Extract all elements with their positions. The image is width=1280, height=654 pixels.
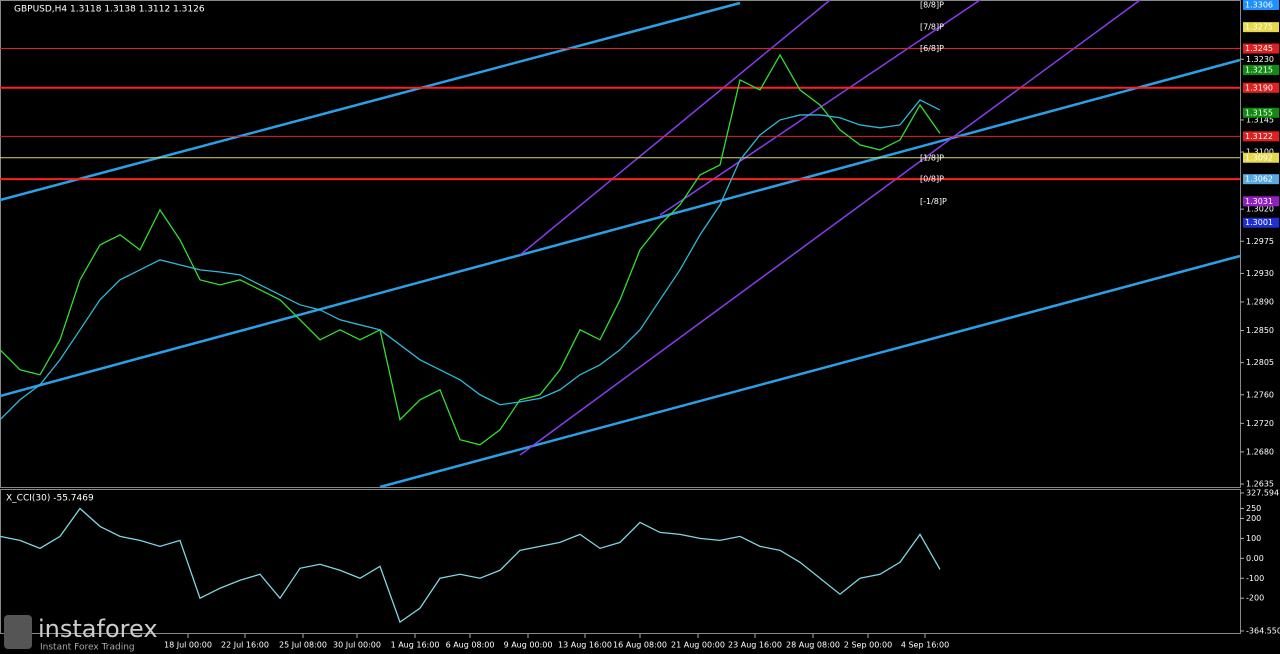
level-box — [1243, 152, 1279, 163]
level-box — [1243, 107, 1279, 118]
level-label: 1.3122 — [1245, 132, 1273, 141]
level-tag: [7/8]P — [920, 23, 944, 32]
y-tick-label: 0.00 — [1246, 554, 1264, 563]
x-tick-label: 22 Jul 16:00 — [221, 641, 269, 650]
main-frame — [0, 0, 1241, 488]
level-box — [1243, 43, 1279, 54]
channel-line — [519, 0, 831, 256]
level-label: 1.3275 — [1245, 23, 1273, 32]
level-label: 1.3245 — [1245, 44, 1273, 53]
channel-line — [519, 0, 1141, 456]
y-tick-label: 1.3230 — [1246, 55, 1274, 64]
level-tag: [1/8]P — [920, 153, 944, 162]
price-line — [0, 99, 941, 421]
y-tick-label: 1.3145 — [1246, 115, 1274, 124]
x-tick-label: 6 Aug 08:00 — [446, 641, 495, 650]
x-tick-label: 21 Aug 00:00 — [671, 641, 725, 650]
level-box — [1243, 217, 1279, 228]
trend-line — [379, 254, 1241, 489]
x-tick-label: 2 Sep 00:00 — [844, 641, 892, 650]
logo-brand: instaforex — [38, 615, 158, 643]
y-tick-label: 1.2680 — [1246, 447, 1274, 456]
x-tick-label: 30 Jul 00:00 — [333, 641, 381, 650]
y-tick-label: 1.2720 — [1246, 419, 1274, 428]
x-tick-label: 23 Aug 16:00 — [728, 641, 782, 650]
x-tick-label: 4 Sep 16:00 — [901, 641, 949, 650]
level-box — [1243, 0, 1279, 10]
y-tick-label: 327.5947 — [1246, 489, 1280, 498]
y-tick-label: 250 — [1246, 504, 1261, 513]
logo-icon — [4, 615, 32, 649]
level-label: 1.3215 — [1245, 65, 1273, 74]
x-tick-label: 1 Aug 16:00 — [391, 641, 440, 650]
y-tick-label: 1.2635 — [1246, 480, 1274, 489]
y-tick-label: -364.550 — [1246, 627, 1280, 636]
level-tag: [8/8]P — [920, 1, 944, 10]
level-box — [1243, 64, 1279, 75]
y-tick-label: 1.2760 — [1246, 390, 1274, 399]
x-tick-label: 16 Aug 08:00 — [613, 641, 667, 650]
y-tick-label: 1.2890 — [1246, 297, 1274, 306]
level-box — [1243, 131, 1279, 142]
cci-frame — [0, 489, 1241, 634]
y-tick-label: 1.3020 — [1246, 205, 1274, 214]
cci-title: X_CCI(30) -55.7469 — [6, 494, 94, 504]
y-tick-label: 1.2850 — [1246, 326, 1274, 335]
x-tick-label: 25 Jul 08:00 — [279, 641, 327, 650]
y-tick-label: 1.3100 — [1246, 148, 1274, 157]
y-tick-label: 200 — [1246, 514, 1261, 523]
level-tag: [-1/8]P — [920, 197, 947, 206]
level-label: 1.3062 — [1245, 175, 1273, 184]
y-tick-label: 1.2805 — [1246, 358, 1274, 367]
level-box — [1243, 174, 1279, 185]
trend-line — [0, 58, 1241, 398]
level-label: 1.3001 — [1245, 218, 1273, 227]
y-tick-label: 1.2930 — [1246, 269, 1274, 278]
level-tag: [6/8]P — [920, 44, 944, 53]
trend-line — [0, 1, 741, 202]
x-tick-label: 9 Aug 00:00 — [504, 641, 553, 650]
y-tick-label: 1.2975 — [1246, 237, 1274, 246]
header: GBPUSD,H4 1.3118 1.3138 1.3112 1.3126 — [14, 5, 205, 15]
level-label: 1.3031 — [1245, 197, 1273, 206]
level-label: 1.3155 — [1245, 108, 1273, 117]
y-tick-label: -100 — [1246, 574, 1264, 583]
x-tick-label: 18 Jul 00:00 — [164, 641, 212, 650]
level-box — [1243, 82, 1279, 93]
level-box — [1243, 22, 1279, 33]
level-box — [1243, 196, 1279, 207]
trend-lines — [0, 1, 1241, 489]
level-label: 1.3190 — [1245, 83, 1273, 92]
y-tick-label: -200 — [1246, 594, 1264, 603]
level-label: 1.3306 — [1245, 1, 1273, 10]
x-tick-label: 13 Aug 16:00 — [558, 641, 612, 650]
price-line — [0, 507, 941, 624]
level-tag: [0/8]P — [920, 175, 944, 184]
logo-tagline: Instant Forex Trading — [40, 643, 135, 653]
y-tick-label: 100 — [1246, 534, 1261, 543]
level-label: 1.3092 — [1245, 153, 1273, 162]
x-tick-label: 28 Aug 08:00 — [786, 641, 840, 650]
price-line — [0, 53, 941, 446]
